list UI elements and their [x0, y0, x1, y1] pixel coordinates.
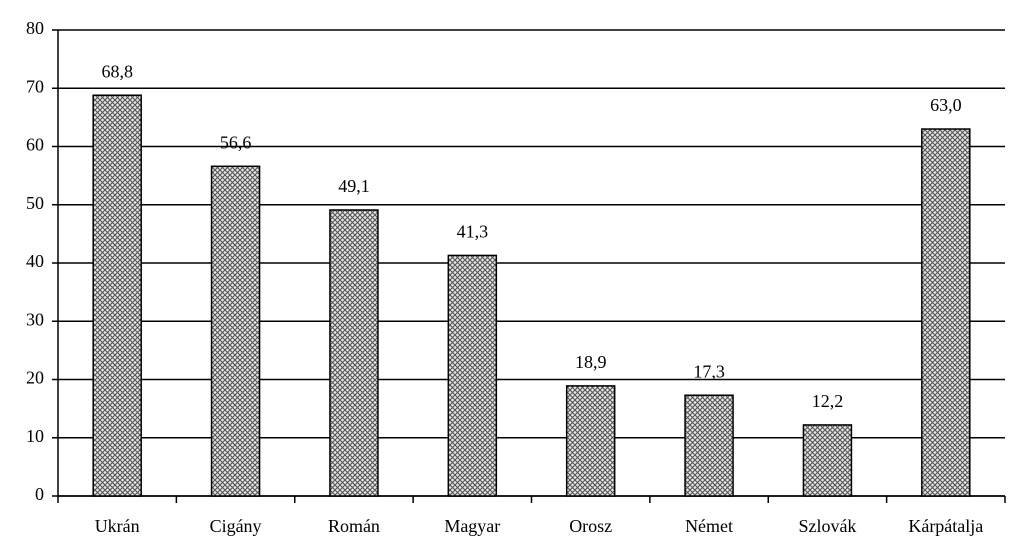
x-tick-label: Szlovák	[798, 516, 856, 536]
bar	[447, 254, 498, 497]
y-tick-label: 10	[26, 426, 44, 446]
x-tick-label: Ukrán	[95, 516, 140, 536]
x-tick-label: Orosz	[569, 516, 612, 536]
bar	[921, 128, 971, 497]
y-tick-label: 30	[26, 309, 44, 329]
bar	[92, 94, 142, 497]
y-tick-label: 0	[35, 484, 44, 504]
value-label: 17,3	[693, 361, 725, 381]
bar	[329, 209, 379, 497]
bar	[565, 385, 616, 497]
y-tick-label: 80	[26, 18, 44, 38]
value-label: 68,8	[101, 61, 133, 81]
value-label: 41,3	[457, 222, 489, 242]
x-tick-label: Román	[328, 516, 380, 536]
x-tick-label: Kárpátalja	[908, 516, 983, 536]
y-tick-label: 60	[26, 135, 44, 155]
value-label: 12,2	[812, 391, 844, 411]
y-tick-label: 70	[26, 76, 44, 96]
bar	[210, 165, 261, 497]
y-tick-label: 40	[26, 251, 44, 271]
y-tick-label: 50	[26, 193, 44, 213]
value-label: 56,6	[220, 132, 252, 152]
x-tick-label: Cigány	[210, 516, 262, 536]
bar	[802, 424, 853, 497]
value-label: 63,0	[930, 95, 962, 115]
y-tick-label: 20	[26, 368, 44, 388]
x-tick-label: Magyar	[444, 516, 500, 536]
bar	[684, 394, 734, 497]
x-tick-label: Német	[685, 516, 733, 536]
value-label: 49,1	[338, 176, 370, 196]
value-label: 18,9	[575, 352, 607, 372]
